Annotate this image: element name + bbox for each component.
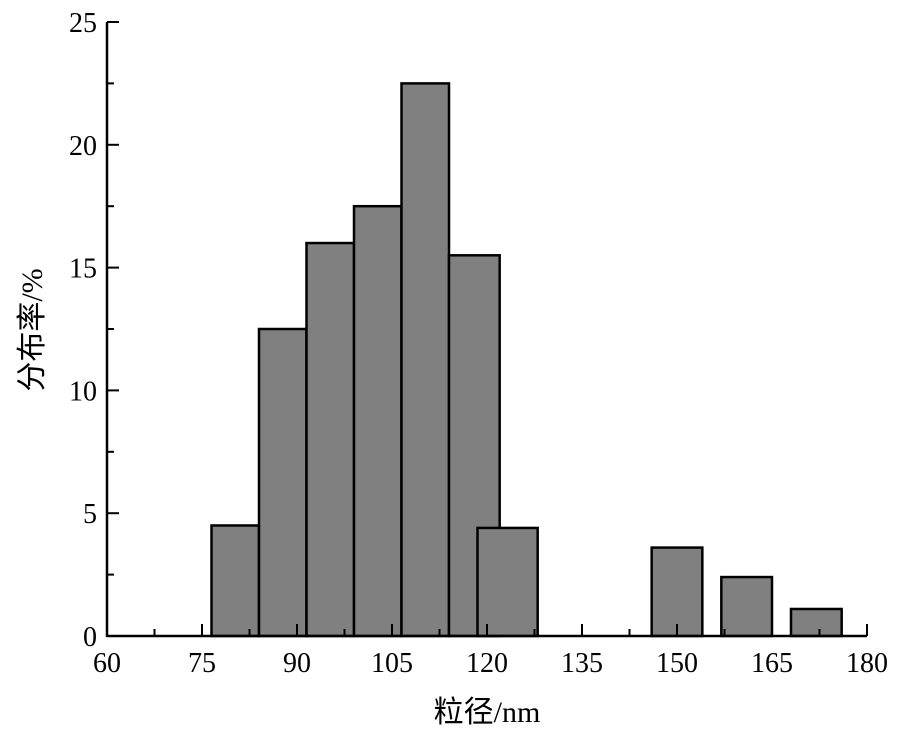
x-tick-label: 75 [188,648,216,679]
x-tick-label: 105 [371,648,413,679]
y-axis-label: 分布率/% [16,268,49,391]
x-tick-label: 120 [466,648,508,679]
bar-3 [352,204,403,638]
x-tick-label: 180 [846,648,888,679]
bar-8 [720,575,774,638]
y-tick-label: 25 [69,8,97,39]
bar-6 [476,526,539,638]
y-tick-label: 20 [69,131,97,162]
bar-9 [789,607,843,638]
y-tick-label: 10 [69,376,97,407]
y-tick-label: 0 [83,622,97,653]
y-tick-label: 5 [83,499,97,530]
bar-0 [210,524,261,638]
y-tick-label: 15 [69,254,97,285]
bar-5 [447,254,501,638]
bar-2 [305,241,356,638]
x-tick-label: 150 [656,648,698,679]
bar-4 [400,82,451,638]
x-axis-label: 粒径/nm [434,696,541,729]
bar-1 [257,327,308,638]
bar-7 [650,546,704,638]
x-tick-label: 135 [561,648,603,679]
x-tick-label: 90 [283,648,311,679]
x-tick-label: 165 [751,648,793,679]
x-tick-label: 60 [93,648,121,679]
